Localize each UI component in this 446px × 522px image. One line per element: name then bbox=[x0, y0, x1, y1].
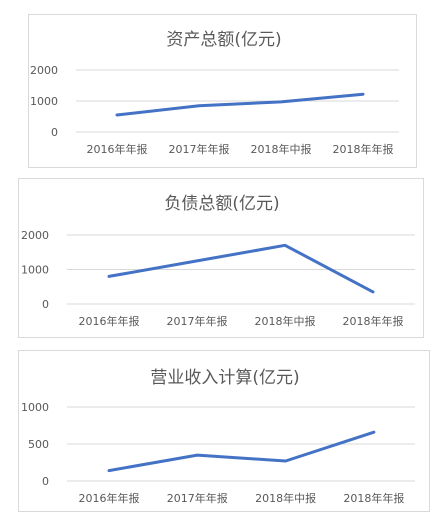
x-tick-label: 2017年年报 bbox=[167, 491, 228, 505]
x-tick-label: 2018年年报 bbox=[333, 142, 394, 156]
x-tick-label: 2016年年报 bbox=[79, 491, 140, 505]
chart-title: 资产总额(亿元) bbox=[166, 30, 281, 50]
chart-title: 负债总额(亿元) bbox=[164, 194, 279, 214]
y-tick-label: 0 bbox=[42, 298, 49, 311]
y-tick-label: 2000 bbox=[30, 64, 58, 77]
chart-svg-liabilities: 负债总额(亿元) 0 1000 2000 2016年年报 2017年年报 2018年中报 20… bbox=[21, 194, 415, 328]
series-line bbox=[115, 92, 365, 117]
x-tick-label: 2018年年报 bbox=[343, 314, 404, 328]
chart-panel-revenue: 营业收入计算(亿元) 0 500 1000 2016年年报 2017年年报 2018年中报 2… bbox=[18, 350, 430, 512]
chart-svg-revenue: 营业收入计算(亿元) 0 500 1000 2016年年报 2017年年报 2018年中报 2… bbox=[21, 368, 415, 505]
x-tick-label: 2017年年报 bbox=[167, 314, 228, 328]
y-tick-label: 500 bbox=[28, 438, 49, 451]
y-tick-label: 1000 bbox=[30, 95, 58, 108]
x-tick-label: 2018年中报 bbox=[255, 491, 316, 505]
y-tick-label: 1000 bbox=[21, 401, 49, 414]
x-tick-label: 2018年中报 bbox=[255, 314, 316, 328]
chart-svg-assets: 资产总额(亿元) 0 1000 2000 2016年年报 2017年年报 2018年中报 20… bbox=[30, 30, 399, 156]
x-tick-label: 2017年年报 bbox=[169, 142, 230, 156]
x-tick-label: 2018年年报 bbox=[343, 491, 404, 505]
chart-panel-assets: 资产总额(亿元) 0 1000 2000 2016年年报 2017年年报 2018年中报 20… bbox=[28, 14, 417, 168]
y-tick-label: 0 bbox=[51, 126, 58, 139]
chart-panel-liabilities: 负债总额(亿元) 0 1000 2000 2016年年报 2017年年报 2018年中报 20… bbox=[18, 178, 424, 338]
x-tick-label: 2016年年报 bbox=[79, 314, 140, 328]
chart-title: 营业收入计算(亿元) bbox=[150, 368, 299, 388]
y-tick-label: 0 bbox=[42, 475, 49, 488]
series-line bbox=[107, 430, 376, 473]
series-line bbox=[107, 243, 375, 294]
x-tick-label: 2018年中报 bbox=[251, 142, 312, 156]
y-tick-label: 1000 bbox=[21, 264, 49, 277]
y-tick-label: 2000 bbox=[21, 229, 49, 242]
x-tick-label: 2016年年报 bbox=[87, 142, 148, 156]
